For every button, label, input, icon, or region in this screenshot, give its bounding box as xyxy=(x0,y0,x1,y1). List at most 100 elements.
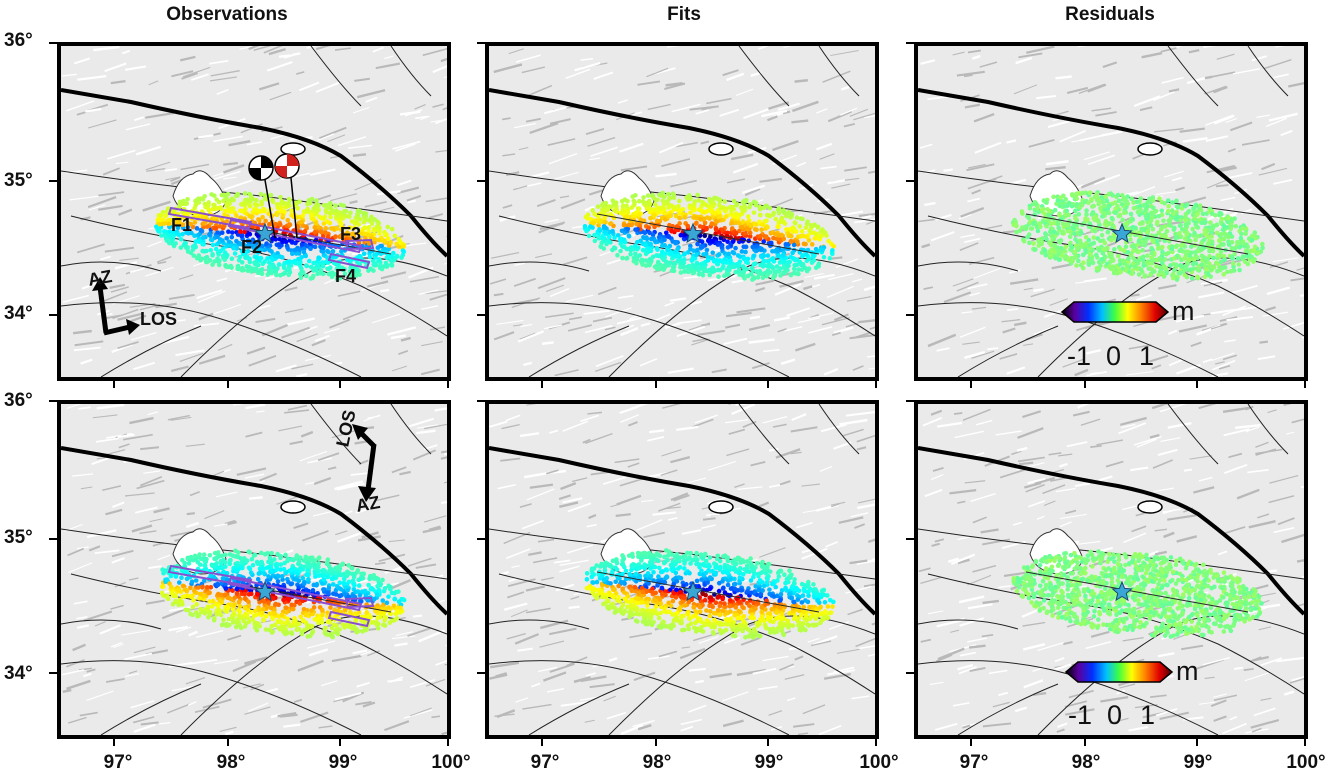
displacement-point xyxy=(634,221,639,227)
relief-stroke xyxy=(246,141,263,146)
relief-stroke xyxy=(167,414,190,421)
relief-stroke xyxy=(248,355,277,367)
displacement-point xyxy=(1218,249,1224,255)
relief-stroke xyxy=(1010,178,1027,185)
displacement-point xyxy=(709,221,715,226)
relief-stroke xyxy=(502,204,513,209)
relief-stroke xyxy=(518,147,529,151)
relief-stroke xyxy=(831,183,851,189)
relief-stroke xyxy=(76,624,89,629)
displacement-point xyxy=(740,208,745,213)
displacement-point xyxy=(1214,222,1220,228)
displacement-point xyxy=(266,267,272,273)
relief-stroke xyxy=(224,179,253,191)
displacement-point xyxy=(304,208,310,213)
relief-stroke xyxy=(536,199,556,208)
relief-stroke xyxy=(72,473,94,477)
displacement-point xyxy=(260,214,265,220)
displacement-point xyxy=(224,219,230,224)
displacement-point xyxy=(602,230,607,235)
displacement-point xyxy=(180,231,185,237)
relief-stroke xyxy=(772,139,799,152)
displacement-point xyxy=(220,246,226,251)
relief-stroke xyxy=(1155,191,1177,196)
relief-stroke xyxy=(223,162,238,166)
displacement-point xyxy=(821,254,827,260)
relief-stroke xyxy=(100,255,111,261)
displacement-point xyxy=(1238,235,1244,241)
displacement-point xyxy=(796,267,801,272)
relief-stroke xyxy=(936,347,950,352)
displacement-point xyxy=(701,261,707,267)
panel-observations-top xyxy=(57,42,451,381)
displacement-point xyxy=(688,210,693,215)
displacement-point xyxy=(1199,240,1204,246)
relief-stroke xyxy=(559,195,570,199)
displacement-point xyxy=(739,249,745,254)
displacement-point xyxy=(259,243,265,249)
displacement-point xyxy=(1126,256,1131,261)
small-lake xyxy=(1137,142,1163,156)
relief-stroke xyxy=(242,683,261,689)
displacement-point xyxy=(316,255,321,260)
displacement-point xyxy=(807,256,812,262)
displacement-point xyxy=(278,562,284,567)
displacement-point xyxy=(1174,198,1179,204)
displacement-point xyxy=(729,208,734,213)
displacement-point xyxy=(222,208,228,214)
relief-stroke xyxy=(352,106,370,114)
displacement-point xyxy=(600,233,606,239)
displacement-point xyxy=(1154,239,1160,244)
displacement-point xyxy=(389,226,395,232)
relief-stroke xyxy=(80,358,93,365)
displacement-point xyxy=(278,209,283,214)
displacement-point xyxy=(1014,229,1019,235)
displacement-point xyxy=(730,238,736,244)
relief-stroke xyxy=(1225,117,1238,124)
displacement-point xyxy=(239,233,244,239)
displacement-point xyxy=(401,244,407,249)
relief-stroke xyxy=(175,626,192,633)
displacement-point xyxy=(366,240,372,245)
relief-stroke xyxy=(156,256,172,263)
displacement-point xyxy=(729,226,735,231)
displacement-point xyxy=(1063,222,1069,227)
relief-stroke xyxy=(74,340,104,347)
displacement-point xyxy=(602,225,608,231)
displacement-point xyxy=(1051,236,1057,242)
displacement-point xyxy=(323,230,329,236)
displacement-point xyxy=(333,262,339,267)
displacement-point xyxy=(1251,248,1257,254)
displacement-point xyxy=(712,210,717,216)
displacement-point xyxy=(167,221,172,227)
relief-stroke xyxy=(1179,127,1205,133)
displacement-point xyxy=(667,260,673,265)
displacement-point xyxy=(274,211,279,217)
relief-stroke xyxy=(395,143,416,152)
minor-fault-line xyxy=(918,261,1019,272)
displacement-point xyxy=(632,202,637,207)
displacement-point xyxy=(643,263,649,268)
displacement-point xyxy=(173,241,178,246)
displacement-point xyxy=(177,220,182,226)
displacement-point xyxy=(723,208,728,214)
relief-stroke xyxy=(568,316,583,321)
displacement-point xyxy=(182,240,188,246)
relief-stroke xyxy=(117,341,139,350)
displacement-point xyxy=(1143,208,1148,213)
relief-stroke xyxy=(920,59,936,65)
displacement-point xyxy=(335,212,340,217)
displacement-point xyxy=(1046,218,1051,223)
displacement-point xyxy=(337,219,342,224)
displacement-point xyxy=(663,217,668,222)
displacement-point xyxy=(667,222,672,228)
displacement-point xyxy=(366,582,371,588)
displacement-point xyxy=(258,192,264,197)
relief-stroke xyxy=(763,348,780,353)
displacement-point xyxy=(1092,228,1098,234)
displacement-point xyxy=(708,207,713,213)
relief-stroke xyxy=(196,629,224,638)
los-displacement-field xyxy=(154,191,407,282)
displacement-point xyxy=(799,228,805,234)
small-lake xyxy=(280,142,306,156)
